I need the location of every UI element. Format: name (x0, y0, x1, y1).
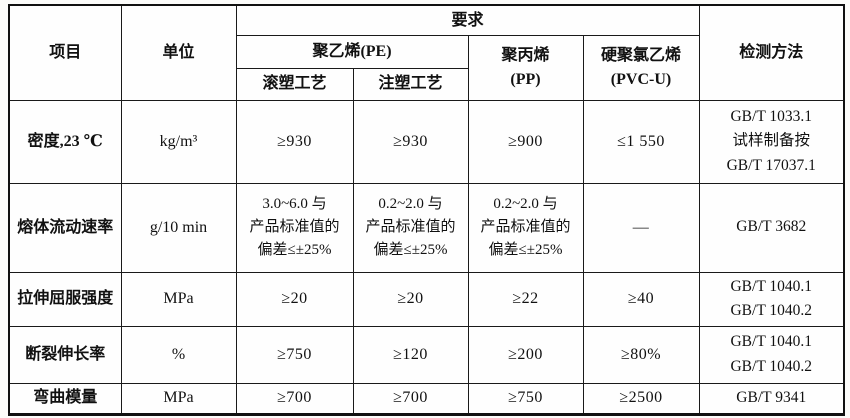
table-row-density: 密度,23 ℃ kg/m³ ≥930 ≥930 ≥900 ≤1 550 GB/T… (8, 99, 845, 184)
cell-pe-roto: 3.0~6.0 与 产品标准值的 偏差≤±25% (235, 182, 354, 273)
cell-unit: MPa (120, 382, 237, 415)
mfr-line: 产品标准值的 (480, 218, 571, 235)
cell-pp: ≥750 (467, 382, 584, 415)
header-pp-line1: 聚丙烯 (501, 47, 550, 65)
material-requirements-table: 项目 单位 要求 检测方法 聚乙烯(PE) 聚丙烯 (PP) 硬聚氯乙烯 (PV… (8, 4, 845, 416)
method-line: GB/T 1033.1 (730, 108, 813, 126)
requirements-table: 项目 单位 要求 检测方法 聚乙烯(PE) 聚丙烯 (PP) 硬聚氯乙烯 (PV… (8, 4, 845, 416)
cell-pe-inject: ≥120 (352, 325, 469, 384)
header-pe-inject: 注塑工艺 (352, 67, 469, 101)
header-pvc: 硬聚氯乙烯 (PVC-U) (582, 34, 700, 101)
method-line: GB/T 1040.2 (730, 302, 813, 319)
cell-item: 拉伸屈服强度 (8, 271, 122, 327)
cell-pvc: — (582, 182, 700, 273)
cell-pp: 0.2~2.0 与 产品标准值的 偏差≤±25% (467, 182, 584, 273)
table-row-flexural-modulus: 弯曲模量 MPa ≥700 ≥700 ≥750 ≥2500 GB/T 9341 (8, 382, 845, 415)
table-row-tensile-strength: 拉伸屈服强度 MPa ≥20 ≥20 ≥22 ≥40 GB/T 1040.1 G… (8, 271, 845, 327)
cell-pe-roto: ≥750 (235, 325, 354, 384)
method-line: GB/T 1040.1 (730, 333, 813, 351)
cell-method: GB/T 3682 (698, 182, 845, 273)
mfr-line: 偏差≤±25% (488, 242, 563, 259)
header-row-materials: 聚乙烯(PE) 聚丙烯 (PP) 硬聚氯乙烯 (PVC-U) (9, 34, 844, 101)
header-pe: 聚乙烯(PE) (235, 34, 469, 69)
cell-pe-roto: ≥20 (235, 271, 354, 327)
method-line: GB/T 17037.1 (726, 156, 816, 174)
cell-pe-roto: ≥700 (235, 382, 354, 415)
header-pp-line2: (PP) (510, 70, 541, 88)
header-row-processes: 滚塑工艺 注塑工艺 (9, 67, 844, 101)
cell-pvc: ≥80% (582, 325, 700, 384)
method-line: GB/T 3682 (736, 218, 807, 236)
cell-pp: ≥900 (467, 99, 584, 184)
cell-pp: ≥22 (467, 271, 584, 327)
cell-item: 密度,23 ℃ (8, 99, 122, 184)
mfr-line: 3.0~6.0 与 (262, 195, 327, 212)
mfr-line: 产品标准值的 (365, 218, 456, 235)
mfr-line: 产品标准值的 (249, 218, 340, 235)
cell-item: 断裂伸长率 (8, 325, 122, 384)
header-pe-roto: 滚塑工艺 (235, 67, 354, 101)
method-line: GB/T 1040.2 (730, 357, 813, 375)
header-pvc-line2: (PVC-U) (610, 70, 672, 88)
cell-pe-inject: ≥930 (352, 99, 469, 184)
header-pvc-line1: 硬聚氯乙烯 (600, 47, 681, 65)
header-requirement: 要求 (235, 4, 700, 36)
cell-unit: g/10 min (120, 182, 237, 273)
header-row-requirement: 项目 单位 要求 检测方法 (8, 4, 845, 101)
mfr-line: 偏差≤±25% (373, 242, 448, 259)
cell-pp: ≥200 (467, 325, 584, 384)
cell-unit: % (120, 325, 237, 384)
cell-pe-inject: ≥20 (352, 271, 469, 327)
cell-method: GB/T 9341 (698, 382, 845, 415)
header-pp: 聚丙烯 (PP) (467, 34, 584, 101)
cell-pe-inject: ≥700 (352, 382, 469, 415)
cell-pe-inject: 0.2~2.0 与 产品标准值的 偏差≤±25% (352, 182, 469, 273)
header-item: 项目 (8, 4, 122, 101)
header-unit: 单位 (120, 4, 237, 101)
cell-item: 熔体流动速率 (8, 182, 122, 273)
cell-item: 弯曲模量 (8, 382, 122, 415)
cell-unit: kg/m³ (120, 99, 237, 184)
cell-pvc: ≥2500 (582, 382, 700, 415)
header-method: 检测方法 (698, 4, 845, 101)
cell-method: GB/T 1033.1 试样制备按 GB/T 17037.1 (698, 99, 845, 184)
method-line: GB/T 1040.1 (730, 277, 813, 295)
method-line: 试样制备按 (732, 132, 810, 150)
mfr-line: 偏差≤±25% (257, 242, 332, 259)
table-row-melt-flow-rate: 熔体流动速率 g/10 min 3.0~6.0 与 产品标准值的 偏差≤±25%… (8, 182, 845, 273)
cell-method: GB/T 1040.1 GB/T 1040.2 (698, 325, 845, 384)
cell-pvc: ≥40 (582, 271, 700, 327)
mfr-line: 0.2~2.0 与 (493, 195, 558, 212)
cell-method: GB/T 1040.1 GB/T 1040.2 (698, 271, 845, 327)
mfr-line: 0.2~2.0 与 (378, 195, 443, 212)
cell-pe-roto: ≥930 (235, 99, 354, 184)
method-line: GB/T 9341 (736, 388, 807, 406)
cell-unit: MPa (120, 271, 237, 327)
cell-pvc: ≤1 550 (582, 99, 700, 184)
table-row-elongation: 断裂伸长率 % ≥750 ≥120 ≥200 ≥80% GB/T 1040.1 … (8, 325, 845, 384)
